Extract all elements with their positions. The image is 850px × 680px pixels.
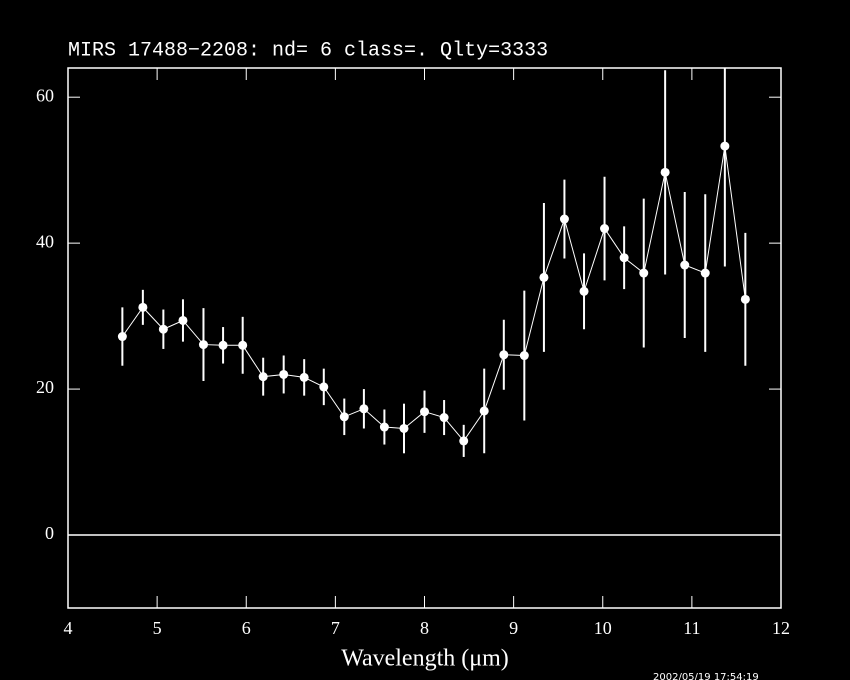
chart-title: MIRS 17488−2208: nd= 6 class=. Qlty=3333: [68, 39, 548, 62]
x-tick-label: 9: [509, 618, 518, 638]
data-point: [299, 372, 309, 382]
data-point: [700, 268, 710, 278]
x-tick-label: 7: [331, 618, 340, 638]
y-tick-label: 20: [36, 377, 54, 397]
data-point: [740, 294, 750, 304]
data-point: [459, 436, 469, 446]
timestamp: 2002/05/19 17:54:19: [653, 672, 759, 680]
data-point: [117, 332, 127, 342]
data-point: [138, 302, 148, 312]
x-tick-label: 10: [594, 618, 612, 638]
data-point: [238, 340, 248, 350]
x-tick-label: 12: [772, 618, 790, 638]
data-point: [379, 422, 389, 432]
data-point: [600, 224, 610, 234]
data-point: [559, 214, 569, 224]
data-point: [218, 340, 228, 350]
x-tick-label: 8: [420, 618, 429, 638]
data-point: [399, 423, 409, 433]
data-point: [439, 413, 449, 423]
data-point: [198, 340, 208, 350]
x-tick-label: 4: [64, 618, 73, 638]
data-point: [680, 260, 690, 270]
data-point: [539, 272, 549, 282]
data-point: [339, 412, 349, 422]
x-tick-label: 11: [683, 618, 700, 638]
data-point: [519, 351, 529, 361]
data-point: [158, 324, 168, 334]
data-point: [420, 407, 429, 417]
data-point: [279, 369, 289, 379]
data-point: [499, 350, 509, 360]
data-point: [619, 253, 629, 263]
y-tick-label: 60: [36, 85, 54, 105]
data-point: [720, 141, 730, 151]
data-point: [319, 382, 329, 392]
data-point: [258, 372, 268, 382]
data-point: [660, 167, 670, 177]
plot-area: [117, 68, 750, 457]
data-point: [178, 315, 188, 325]
x-axis-label: Wavelength (μm): [341, 646, 509, 672]
data-line: [121, 146, 746, 442]
x-tick-label: 6: [242, 618, 251, 638]
plot-frame: [67, 67, 782, 609]
y-tick-label: 40: [36, 231, 54, 251]
data-point: [479, 406, 489, 416]
y-tick-label: 0: [45, 523, 54, 543]
data-point: [639, 268, 649, 278]
x-tick-label: 5: [153, 618, 162, 638]
data-point: [359, 404, 369, 414]
data-point: [579, 286, 589, 296]
